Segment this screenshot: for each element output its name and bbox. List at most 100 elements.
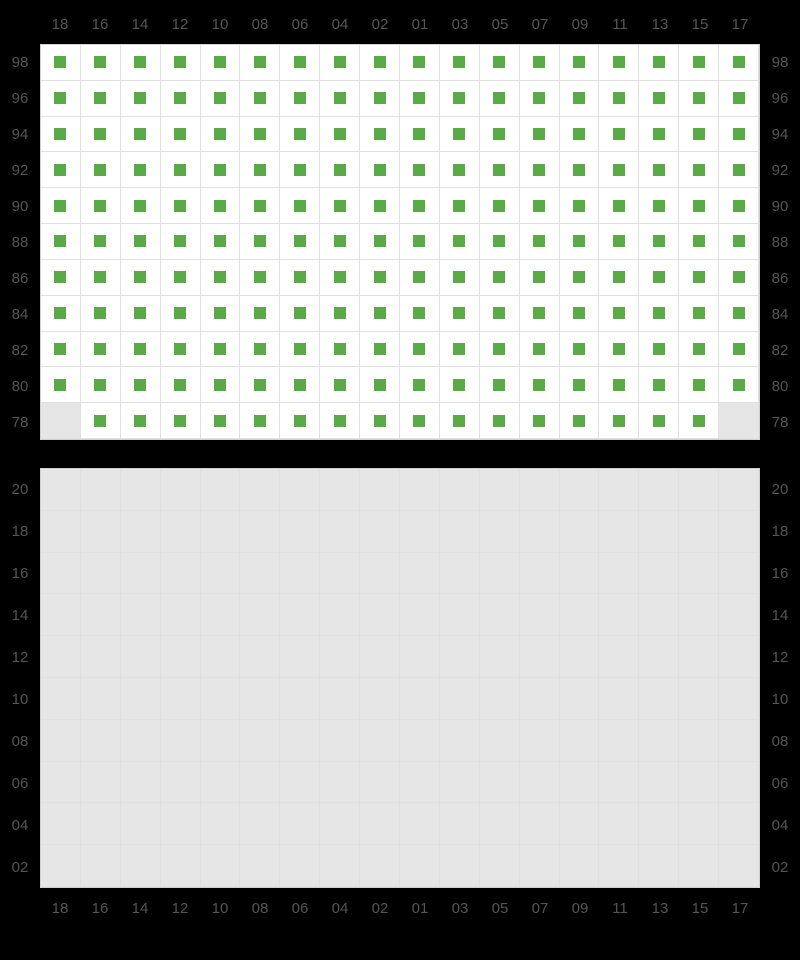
seat-cell[interactable] <box>41 152 81 188</box>
seat-cell[interactable] <box>520 81 560 117</box>
seat-cell[interactable] <box>280 332 320 368</box>
seat-cell[interactable] <box>41 45 81 81</box>
seat-cell[interactable] <box>639 45 679 81</box>
seat-cell[interactable] <box>400 296 440 332</box>
seat-cell[interactable] <box>639 188 679 224</box>
seat-cell[interactable] <box>679 81 719 117</box>
seat-cell[interactable] <box>599 188 639 224</box>
seat-cell[interactable] <box>41 117 81 153</box>
seat-cell[interactable] <box>719 332 759 368</box>
seat-cell[interactable] <box>639 224 679 260</box>
seat-cell[interactable] <box>201 152 241 188</box>
seat-cell[interactable] <box>520 152 560 188</box>
seat-cell[interactable] <box>639 260 679 296</box>
seat-cell[interactable] <box>599 296 639 332</box>
seat-cell[interactable] <box>440 224 480 260</box>
seat-cell[interactable] <box>480 332 520 368</box>
seat-cell[interactable] <box>161 332 201 368</box>
seat-cell[interactable] <box>121 296 161 332</box>
seat-cell[interactable] <box>360 296 400 332</box>
seat-cell[interactable] <box>240 152 280 188</box>
seat-cell[interactable] <box>240 45 280 81</box>
seat-cell[interactable] <box>81 332 121 368</box>
seat-cell[interactable] <box>360 224 400 260</box>
seat-cell[interactable] <box>280 260 320 296</box>
seat-cell[interactable] <box>719 152 759 188</box>
seat-cell[interactable] <box>639 296 679 332</box>
seat-cell[interactable] <box>599 81 639 117</box>
seat-cell[interactable] <box>240 403 280 439</box>
seat-cell[interactable] <box>360 367 400 403</box>
seat-cell[interactable] <box>520 117 560 153</box>
seat-cell[interactable] <box>121 188 161 224</box>
seat-cell[interactable] <box>679 45 719 81</box>
seat-cell[interactable] <box>599 152 639 188</box>
seat-cell[interactable] <box>161 188 201 224</box>
seat-cell[interactable] <box>201 296 241 332</box>
seat-cell[interactable] <box>719 296 759 332</box>
seat-cell[interactable] <box>161 403 201 439</box>
seat-cell[interactable] <box>121 152 161 188</box>
seat-cell[interactable] <box>679 296 719 332</box>
seat-cell[interactable] <box>400 45 440 81</box>
seat-cell[interactable] <box>280 81 320 117</box>
seat-cell[interactable] <box>41 296 81 332</box>
seat-cell[interactable] <box>480 117 520 153</box>
seat-cell[interactable] <box>560 45 600 81</box>
seat-cell[interactable] <box>161 260 201 296</box>
seat-cell[interactable] <box>400 152 440 188</box>
seat-cell[interactable] <box>280 403 320 439</box>
seat-cell[interactable] <box>400 260 440 296</box>
seat-cell[interactable] <box>320 224 360 260</box>
seat-cell[interactable] <box>520 188 560 224</box>
seat-cell[interactable] <box>440 152 480 188</box>
seat-cell[interactable] <box>719 367 759 403</box>
seat-cell[interactable] <box>240 367 280 403</box>
seat-cell[interactable] <box>719 81 759 117</box>
seat-cell[interactable] <box>161 45 201 81</box>
seat-cell[interactable] <box>639 81 679 117</box>
seat-cell[interactable] <box>599 45 639 81</box>
seat-cell[interactable] <box>560 367 600 403</box>
seat-cell[interactable] <box>320 296 360 332</box>
seat-cell[interactable] <box>520 45 560 81</box>
seat-cell[interactable] <box>81 117 121 153</box>
seat-cell[interactable] <box>440 403 480 439</box>
seat-cell[interactable] <box>280 117 320 153</box>
seat-cell[interactable] <box>719 45 759 81</box>
seat-cell[interactable] <box>520 296 560 332</box>
seat-cell[interactable] <box>280 152 320 188</box>
seat-cell[interactable] <box>599 117 639 153</box>
seat-cell[interactable] <box>280 367 320 403</box>
seat-cell[interactable] <box>400 117 440 153</box>
seat-cell[interactable] <box>639 152 679 188</box>
seat-cell[interactable] <box>201 332 241 368</box>
seat-cell[interactable] <box>121 81 161 117</box>
seat-cell[interactable] <box>679 117 719 153</box>
seat-cell[interactable] <box>201 188 241 224</box>
seat-cell[interactable] <box>240 260 280 296</box>
seat-cell[interactable] <box>201 117 241 153</box>
seat-cell[interactable] <box>480 152 520 188</box>
seat-cell[interactable] <box>360 332 400 368</box>
seat-cell[interactable] <box>440 332 480 368</box>
seat-cell[interactable] <box>201 45 241 81</box>
seat-cell[interactable] <box>520 260 560 296</box>
seat-cell[interactable] <box>41 224 81 260</box>
seat-cell[interactable] <box>520 367 560 403</box>
seat-cell[interactable] <box>560 332 600 368</box>
seat-cell[interactable] <box>320 81 360 117</box>
seat-cell[interactable] <box>520 332 560 368</box>
seat-cell[interactable] <box>360 152 400 188</box>
seat-cell[interactable] <box>599 403 639 439</box>
seat-cell[interactable] <box>480 224 520 260</box>
seat-cell[interactable] <box>400 188 440 224</box>
seat-cell[interactable] <box>240 224 280 260</box>
seat-cell[interactable] <box>41 260 81 296</box>
seat-cell[interactable] <box>480 260 520 296</box>
seat-cell[interactable] <box>41 332 81 368</box>
seat-cell[interactable] <box>480 188 520 224</box>
seat-cell[interactable] <box>480 367 520 403</box>
seat-cell[interactable] <box>440 81 480 117</box>
seat-cell[interactable] <box>360 81 400 117</box>
